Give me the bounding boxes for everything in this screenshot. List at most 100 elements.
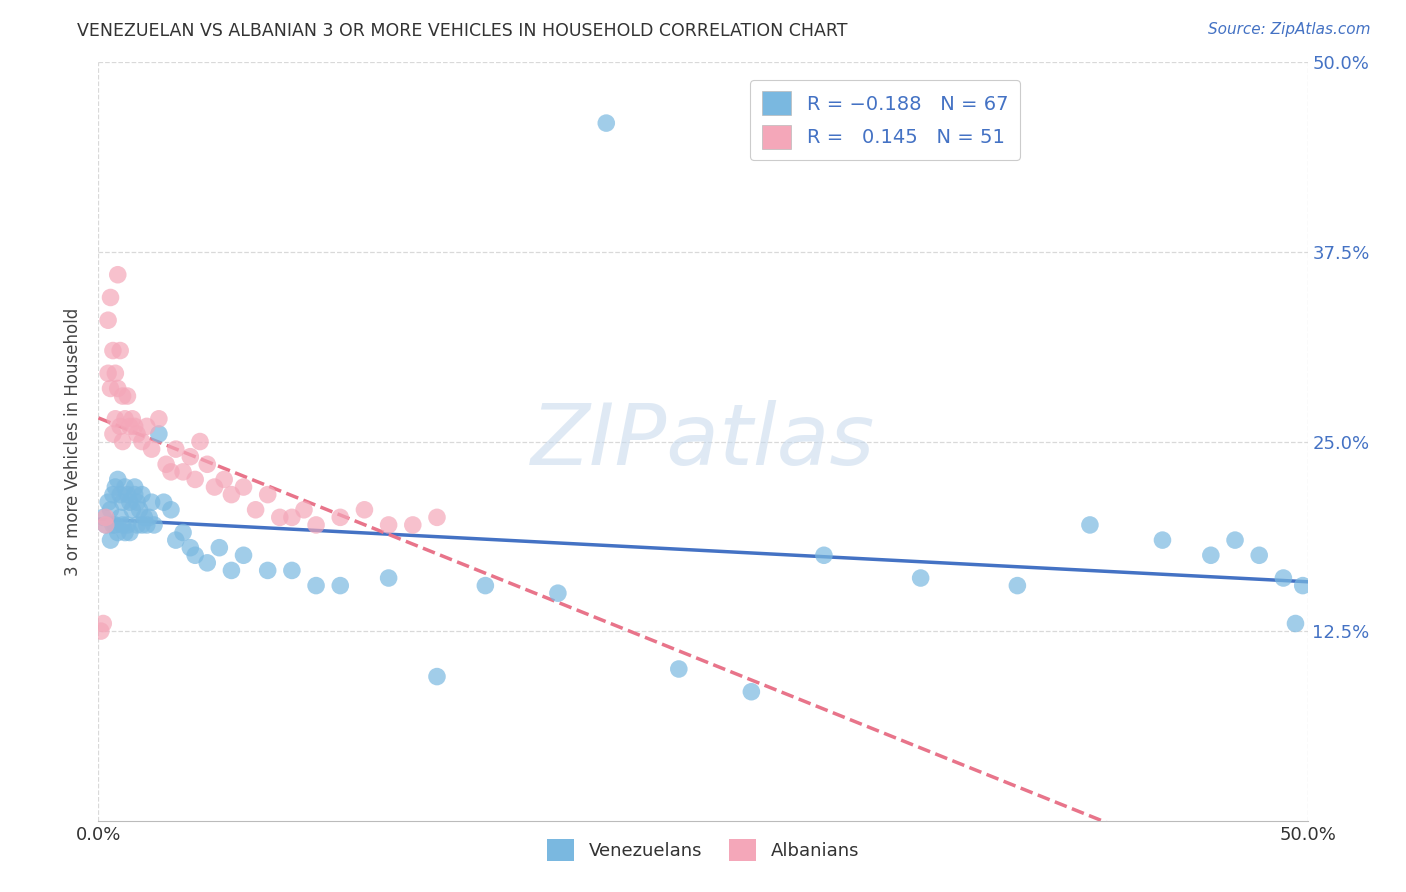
Point — [135, 419, 157, 434]
Point — [94, 510, 117, 524]
Point — [111, 389, 134, 403]
Point — [148, 412, 170, 426]
Point — [101, 517, 124, 532]
Point — [281, 510, 304, 524]
Point — [1249, 548, 1271, 563]
Point — [128, 503, 150, 517]
Point — [281, 564, 304, 578]
Point — [668, 662, 690, 676]
Point — [124, 480, 146, 494]
Point — [114, 412, 136, 426]
Point — [292, 503, 315, 517]
Point — [94, 517, 117, 532]
Point — [141, 495, 163, 509]
Point — [117, 517, 139, 532]
Point — [104, 480, 127, 494]
Point — [97, 366, 120, 380]
Point — [104, 412, 127, 426]
Point — [108, 510, 131, 524]
Point — [172, 525, 194, 540]
Point — [179, 541, 201, 555]
Point — [740, 685, 762, 699]
Point — [221, 487, 243, 501]
Point — [160, 503, 183, 517]
Point — [124, 487, 146, 501]
Point — [910, 571, 932, 585]
Point — [97, 495, 120, 509]
Point — [305, 517, 328, 532]
Point — [305, 579, 328, 593]
Point — [114, 525, 136, 540]
Point — [179, 450, 201, 464]
Point — [94, 517, 117, 532]
Point — [121, 412, 143, 426]
Point — [1199, 548, 1222, 563]
Point — [101, 343, 124, 358]
Point — [134, 510, 156, 524]
Point — [131, 517, 153, 532]
Point — [114, 480, 136, 494]
Point — [212, 473, 235, 487]
Point — [101, 427, 124, 442]
Point — [208, 541, 231, 555]
Point — [329, 579, 352, 593]
Point — [107, 525, 129, 540]
Point — [426, 510, 449, 524]
Point — [118, 525, 141, 540]
Point — [138, 510, 160, 524]
Point — [135, 517, 157, 532]
Point — [141, 442, 163, 457]
Point — [131, 487, 153, 501]
Point — [111, 517, 134, 532]
Point — [1152, 533, 1174, 548]
Point — [90, 624, 112, 639]
Point — [121, 503, 143, 517]
Point — [111, 495, 134, 509]
Point — [127, 427, 149, 442]
Text: ZIPatlas: ZIPatlas — [531, 400, 875, 483]
Point — [377, 571, 399, 585]
Point — [188, 434, 211, 449]
Point — [245, 503, 267, 517]
Text: VENEZUELAN VS ALBANIAN 3 OR MORE VEHICLES IN HOUSEHOLD CORRELATION CHART: VENEZUELAN VS ALBANIAN 3 OR MORE VEHICLE… — [77, 22, 848, 40]
Point — [148, 427, 170, 442]
Point — [131, 434, 153, 449]
Point — [127, 495, 149, 509]
Point — [165, 533, 187, 548]
Point — [91, 616, 114, 631]
Point — [100, 382, 122, 396]
Point — [107, 473, 129, 487]
Point — [101, 487, 124, 501]
Point — [152, 495, 174, 509]
Point — [269, 510, 291, 524]
Point — [813, 548, 835, 563]
Point — [107, 382, 129, 396]
Point — [118, 495, 141, 509]
Point — [165, 442, 187, 457]
Point — [117, 487, 139, 501]
Point — [426, 669, 449, 683]
Point — [1292, 579, 1315, 593]
Point — [118, 419, 141, 434]
Point — [108, 343, 131, 358]
Point — [1272, 571, 1295, 585]
Point — [1223, 533, 1246, 548]
Point — [221, 564, 243, 578]
Legend: Venezuelans, Albanians: Venezuelans, Albanians — [540, 832, 866, 869]
Point — [155, 458, 177, 472]
Point — [160, 465, 183, 479]
Point — [111, 434, 134, 449]
Point — [1284, 616, 1306, 631]
Point — [143, 517, 166, 532]
Point — [108, 487, 131, 501]
Point — [1078, 517, 1101, 532]
Point — [184, 548, 207, 563]
Point — [124, 419, 146, 434]
Y-axis label: 3 or more Vehicles in Household: 3 or more Vehicles in Household — [65, 308, 83, 575]
Point — [256, 487, 278, 501]
Point — [107, 268, 129, 282]
Point — [108, 419, 131, 434]
Point — [256, 564, 278, 578]
Point — [232, 480, 254, 494]
Point — [547, 586, 569, 600]
